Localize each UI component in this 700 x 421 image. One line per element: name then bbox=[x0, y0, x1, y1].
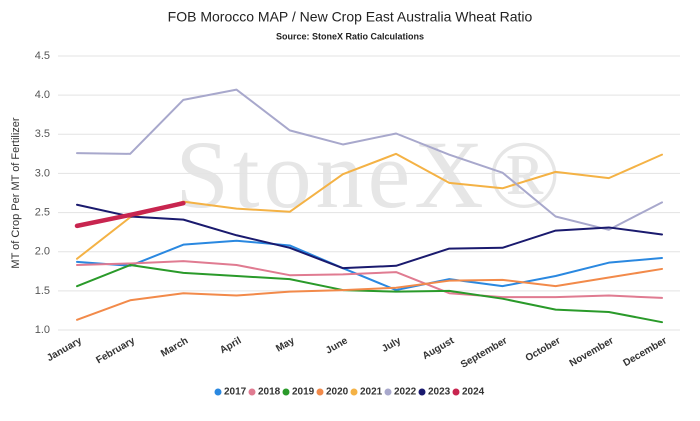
x-tick-label: February bbox=[94, 335, 137, 366]
series-line bbox=[76, 88, 663, 231]
legend-swatch bbox=[248, 388, 256, 396]
legend-swatch bbox=[282, 388, 290, 396]
legend-label: 2024 bbox=[462, 387, 485, 398]
y-tick-label: 4.0 bbox=[35, 89, 50, 101]
x-tick-label: March bbox=[159, 335, 190, 359]
y-tick-label: 3.0 bbox=[35, 167, 50, 179]
legend-swatch bbox=[418, 388, 426, 396]
x-tick-label: August bbox=[421, 335, 457, 362]
series-line bbox=[76, 239, 663, 292]
y-axis-label: MT of Crop Per MT of Fertilizer bbox=[10, 117, 22, 269]
legend-label: 2020 bbox=[326, 387, 349, 398]
x-tick-label: May bbox=[274, 335, 297, 354]
chart-subtitle: Source: StoneX Ratio Calculations bbox=[276, 31, 424, 41]
series-line bbox=[74, 200, 186, 229]
legend-label: 2022 bbox=[394, 387, 417, 398]
legend-label: 2018 bbox=[258, 387, 281, 398]
series-line bbox=[76, 260, 663, 299]
y-tick-label: 3.5 bbox=[35, 128, 50, 140]
x-tick-label: December bbox=[621, 335, 668, 369]
legend-swatch bbox=[452, 388, 460, 396]
x-tick-label: November bbox=[568, 335, 616, 369]
legend-swatch bbox=[350, 388, 358, 396]
x-tick-label: September bbox=[459, 335, 509, 370]
legend-label: 2021 bbox=[360, 387, 383, 398]
legend-swatch bbox=[214, 388, 222, 396]
y-tick-label: 4.5 bbox=[35, 50, 50, 62]
legend-swatch bbox=[316, 388, 324, 396]
series-line bbox=[76, 203, 663, 270]
x-tick-label: June bbox=[324, 335, 350, 356]
x-tick-label: July bbox=[380, 335, 403, 355]
x-tick-label: January bbox=[45, 335, 84, 364]
y-tick-label: 2.0 bbox=[35, 246, 50, 258]
legend-label: 2019 bbox=[292, 387, 315, 398]
series-line bbox=[76, 267, 663, 321]
legend-swatch bbox=[384, 388, 392, 396]
chart-title: FOB Morocco MAP / New Crop East Australi… bbox=[168, 9, 533, 25]
series-line bbox=[76, 264, 663, 324]
x-tick-label: April bbox=[218, 335, 243, 356]
y-tick-label: 1.0 bbox=[35, 324, 50, 336]
y-tick-label: 1.5 bbox=[35, 285, 50, 297]
legend-label: 2023 bbox=[428, 387, 451, 398]
x-tick-label: October bbox=[524, 335, 563, 364]
legend-label: 2017 bbox=[224, 387, 247, 398]
y-tick-label: 2.5 bbox=[35, 206, 50, 218]
